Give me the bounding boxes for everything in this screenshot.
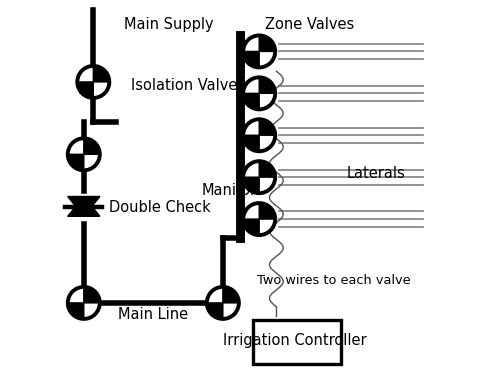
Text: Isolation Valves: Isolation Valves	[132, 78, 246, 93]
Wedge shape	[259, 119, 275, 135]
Text: Laterals: Laterals	[347, 166, 406, 181]
Wedge shape	[259, 203, 275, 219]
Circle shape	[243, 119, 275, 151]
Wedge shape	[77, 82, 93, 98]
Wedge shape	[243, 177, 259, 193]
Circle shape	[243, 35, 275, 67]
Circle shape	[68, 138, 100, 170]
Circle shape	[243, 203, 275, 235]
Text: Main Line: Main Line	[118, 307, 188, 322]
Wedge shape	[84, 138, 100, 154]
Circle shape	[243, 161, 275, 193]
Text: Main Supply: Main Supply	[124, 17, 214, 32]
Wedge shape	[243, 135, 259, 151]
Polygon shape	[68, 197, 100, 216]
Circle shape	[68, 287, 100, 319]
Text: Zone Valves: Zone Valves	[265, 17, 354, 32]
Polygon shape	[68, 197, 100, 216]
Circle shape	[77, 66, 109, 98]
Wedge shape	[93, 66, 109, 82]
Wedge shape	[243, 51, 259, 67]
Circle shape	[243, 77, 275, 109]
Text: Irrigation Controller: Irrigation Controller	[223, 333, 367, 349]
Wedge shape	[259, 77, 275, 93]
Wedge shape	[84, 287, 100, 303]
Wedge shape	[223, 287, 239, 303]
Text: Two wires to each valve: Two wires to each valve	[257, 274, 411, 287]
Wedge shape	[243, 93, 259, 109]
Wedge shape	[259, 35, 275, 51]
Text: Double Check: Double Check	[108, 200, 210, 215]
Circle shape	[207, 287, 239, 319]
Bar	[253, 320, 341, 364]
Wedge shape	[68, 154, 84, 170]
Wedge shape	[207, 303, 223, 319]
Wedge shape	[259, 161, 275, 177]
Wedge shape	[68, 303, 84, 319]
Wedge shape	[243, 219, 259, 235]
Text: Manifold: Manifold	[202, 183, 264, 198]
